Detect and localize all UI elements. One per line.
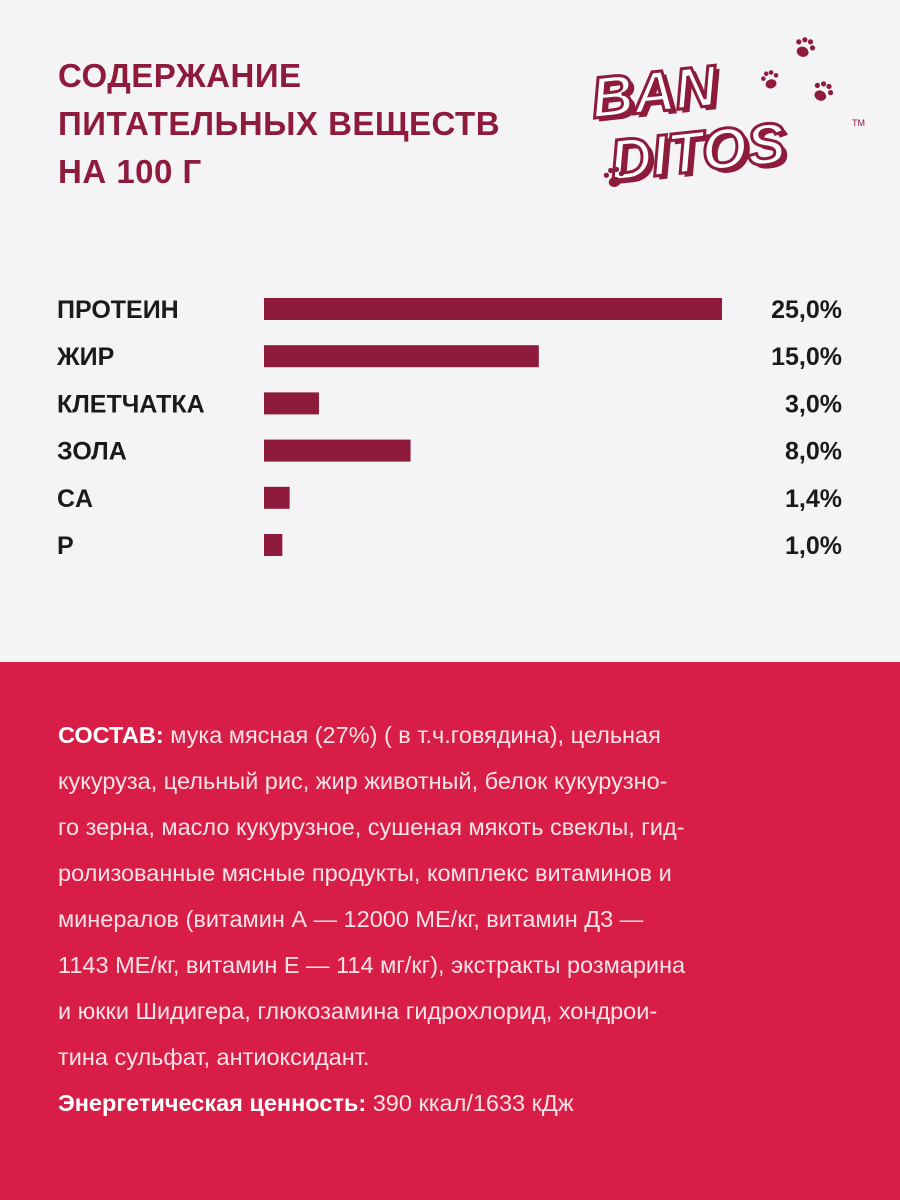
composition-label: СОСТАВ:	[58, 722, 164, 748]
composition-line: кукуруза, цельный рис, жир животный, бел…	[58, 768, 668, 794]
category-label: CA	[57, 485, 93, 513]
title-line-3: НА 100 Г	[58, 153, 202, 190]
energy-value-line: Энергетическая ценность: 390 ккал/1633 к…	[58, 1090, 574, 1117]
logo-text-ban-shadow: BAN	[592, 57, 725, 135]
energy-value: 390 ккал/1633 кДж	[372, 1090, 574, 1116]
composition-line: СОСТАВ: мука мясная (27%) ( в т.ч.говяди…	[58, 712, 848, 758]
composition-line: минералов (витамин А — 12000 МЕ/кг, вита…	[58, 906, 644, 932]
composition-panel: СОСТАВ: мука мясная (27%) ( в т.ч.говяди…	[0, 662, 900, 1200]
value-label: 15,0%	[771, 343, 842, 371]
bar	[264, 439, 411, 462]
logo-wordmark: BAN BAN DITOS DITOS	[590, 52, 793, 197]
value-label: 1,0%	[785, 532, 842, 560]
value-label: 25,0%	[771, 296, 842, 324]
bar	[264, 392, 319, 415]
value-label: 3,0%	[785, 390, 842, 418]
paw-icon	[603, 37, 834, 187]
trademark-mark: TM	[852, 118, 865, 128]
category-label: КЛЕТЧАТКА	[57, 390, 205, 418]
page-title: СОДЕРЖАНИЕ ПИТАТЕЛЬНЫХ ВЕЩЕСТВ НА 100 Г	[58, 52, 500, 196]
composition-line: ролизованные мясные продукты, комплекс в…	[58, 860, 672, 886]
title-line-2: ПИТАТЕЛЬНЫХ ВЕЩЕСТВ	[58, 105, 501, 142]
composition-line: и юкки Шидигера, глюкозамина гидрохлорид…	[58, 998, 658, 1024]
bar	[264, 486, 290, 509]
bar	[264, 345, 539, 368]
title-line-1: СОДЕРЖАНИЕ	[58, 57, 302, 94]
composition-line: тина сульфат, антиоксидант.	[58, 1044, 370, 1070]
nutrition-panel: СОДЕРЖАНИЕ ПИТАТЕЛЬНЫХ ВЕЩЕСТВ НА 100 Г …	[56, 37, 865, 560]
category-label: ПРОТЕИН	[57, 296, 179, 324]
bar	[264, 534, 283, 556]
composition-line-text: мука мясная (27%) ( в т.ч.говядина), цел…	[170, 722, 661, 748]
category-label: ЖИР	[56, 343, 114, 371]
nutrient-bar-chart: ПРОТЕИН 25,0% ЖИР 15,0% КЛЕТЧАТКА 3,0% ЗОЛА 8,0…	[56, 296, 842, 560]
bar	[264, 298, 722, 320]
energy-label: Энергетическая ценность:	[58, 1090, 367, 1116]
value-label: 8,0%	[785, 438, 842, 466]
category-label: P	[57, 532, 74, 560]
logo-text-ban: BAN	[590, 53, 721, 131]
composition-text: СОСТАВ: мука мясная (27%) ( в т.ч.говяди…	[58, 712, 848, 1080]
composition-line: го зерна, масло кукурузное, сушеная мяко…	[58, 814, 685, 840]
value-label: 1,4%	[785, 485, 842, 513]
category-label: ЗОЛА	[57, 438, 127, 466]
composition-line: 1143 МЕ/кг, витамин Е — 114 мг/кг), экст…	[58, 952, 686, 978]
bandits-logo: BAN BAN DITOS DITOS TM	[590, 37, 865, 197]
